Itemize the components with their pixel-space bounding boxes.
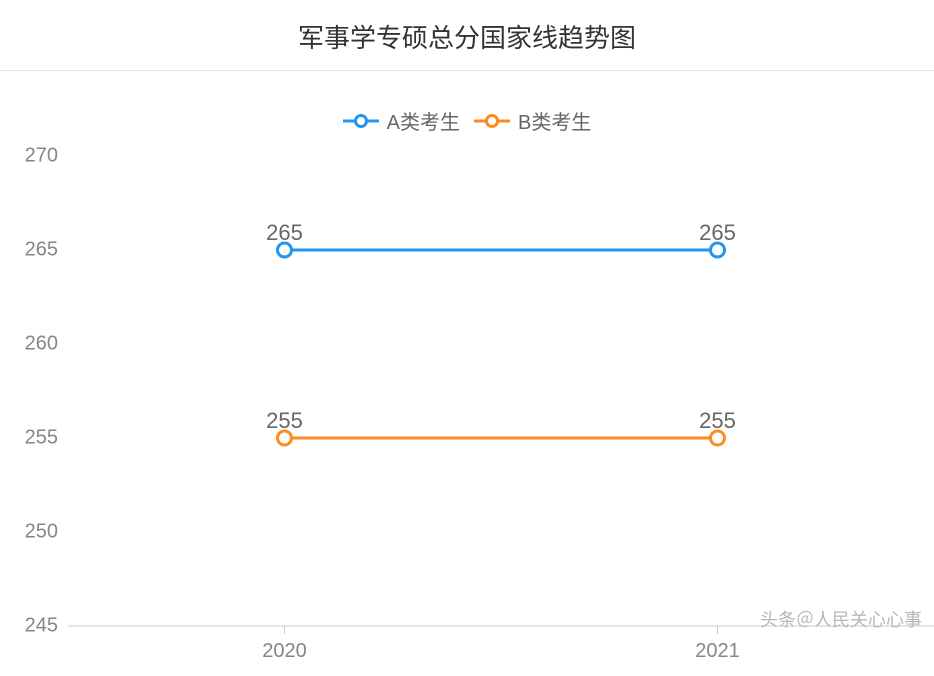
y-axis: 245250255260265270 xyxy=(0,156,68,626)
legend-circle-b xyxy=(485,114,499,128)
title-divider xyxy=(0,70,934,71)
legend-circle-a xyxy=(354,114,368,128)
data-label: 265 xyxy=(266,220,303,246)
chart-container: 军事学专硕总分国家线趋势图 A类考生 B类考生 245 250 255 260 265 2… xyxy=(0,0,934,660)
legend-marker-b xyxy=(474,114,510,128)
y-tick-label: 250 xyxy=(25,521,58,544)
legend: A类考生 B类考生 xyxy=(0,106,934,135)
plot-area: 245250255260265270 20202021265265255255 xyxy=(68,156,934,626)
y-tick-label: 265 xyxy=(25,239,58,262)
legend-label-a: A类考生 xyxy=(387,106,460,135)
data-label: 255 xyxy=(699,408,736,434)
chart-title: 军事学专硕总分国家线趋势图 xyxy=(0,18,934,55)
legend-marker-a xyxy=(343,114,379,128)
data-label: 255 xyxy=(266,408,303,434)
legend-item-a: A类考生 xyxy=(343,106,460,135)
data-label: 265 xyxy=(699,220,736,246)
y-tick-label: 255 xyxy=(25,427,58,450)
watermark: 头条＠人民关心心事 xyxy=(760,606,922,632)
y-tick-label: 270 xyxy=(25,145,58,168)
y-tick-label: 245 xyxy=(25,615,58,638)
plot-svg xyxy=(68,156,934,676)
y-tick-label: 260 xyxy=(25,333,58,356)
legend-item-b: B类考生 xyxy=(474,106,591,135)
legend-label-b: B类考生 xyxy=(518,106,591,135)
